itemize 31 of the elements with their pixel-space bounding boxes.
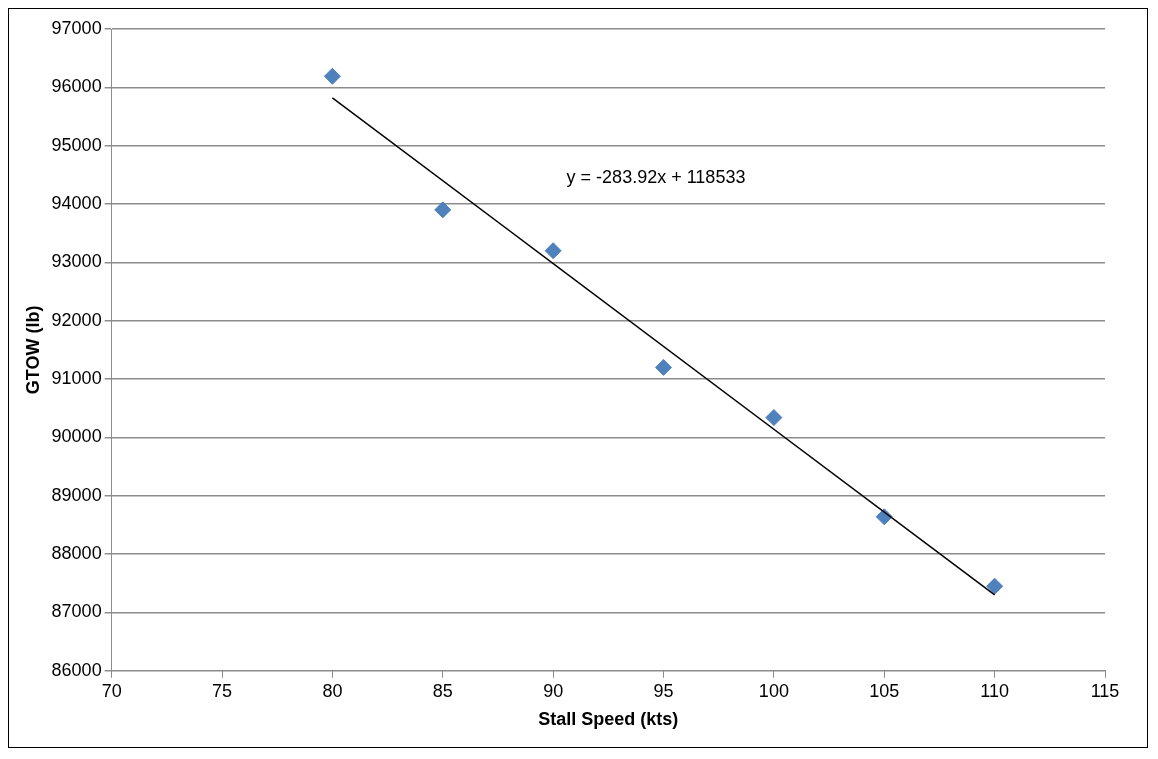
point [655, 358, 673, 376]
y-tick-label: 92000 [51, 309, 102, 330]
x-tick-label: 100 [758, 680, 789, 701]
y-axis-title: GTOW (lb) [22, 305, 43, 395]
x-tick-label: 115 [1090, 680, 1120, 701]
x-tick-label: 95 [653, 680, 674, 701]
y-tick-label: 95000 [51, 134, 102, 155]
point [323, 67, 341, 85]
point [765, 409, 783, 427]
x-axis-title: Stall Speed (kts) [538, 709, 679, 730]
y-tick-label: 89000 [51, 484, 102, 505]
point [434, 201, 452, 219]
y-tick-label: 87000 [51, 601, 102, 622]
x-tick-label: 90 [543, 680, 564, 701]
x-tick-label: 75 [212, 680, 233, 701]
x-tick-label: 80 [322, 680, 343, 701]
y-tick-label: 93000 [51, 251, 102, 272]
x-tick-label: 105 [869, 680, 900, 701]
x-tick-label: 85 [432, 680, 453, 701]
y-tick-label: 88000 [51, 543, 102, 564]
point [986, 577, 1004, 595]
point [544, 242, 562, 260]
y-tick-label: 96000 [51, 76, 102, 97]
y-tick-label: 91000 [51, 368, 102, 389]
x-tick-label: 110 [980, 680, 1009, 701]
x-tick-label: 70 [101, 680, 122, 701]
y-tick-label: 86000 [51, 659, 102, 680]
annotation: y = -283.92x + 118533 [566, 166, 746, 187]
y-tick-label: 90000 [51, 426, 102, 447]
y-tick-label: 94000 [51, 193, 102, 214]
y-tick-label: 97000 [51, 17, 102, 38]
